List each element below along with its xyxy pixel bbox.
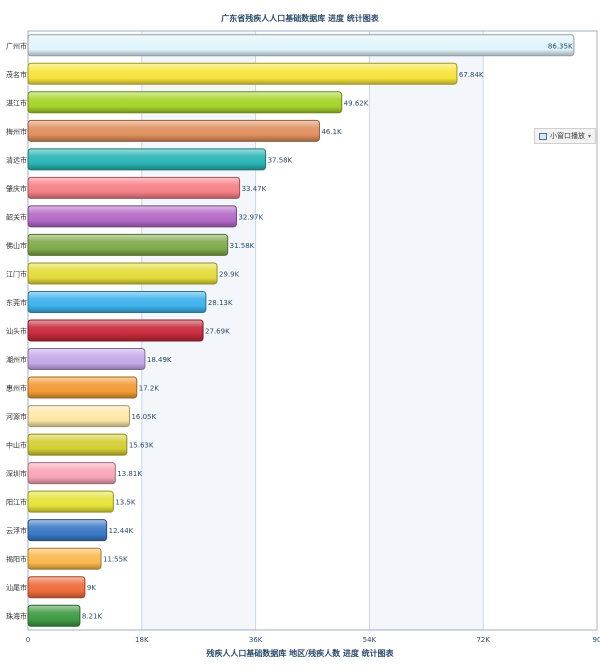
value-label: 46.1K	[321, 128, 342, 136]
category-label: 东莞市	[6, 298, 27, 307]
value-label: 9K	[87, 584, 96, 592]
category-label: 揭阳市	[6, 555, 27, 564]
bar	[27, 262, 218, 285]
category-label: 茂名市	[6, 70, 27, 79]
category-label: 汕尾市	[6, 583, 27, 592]
bar	[27, 34, 575, 57]
category-label: 云浮市	[6, 526, 27, 535]
window-icon	[538, 132, 547, 140]
bar	[27, 119, 320, 142]
value-label: 37.58K	[268, 156, 293, 164]
category-label: 韶关市	[6, 212, 27, 221]
value-label: 17.2K	[139, 385, 160, 393]
value-label: 31.58K	[230, 242, 255, 250]
bar	[27, 462, 116, 485]
category-label: 阳江市	[6, 498, 27, 507]
category-label: 佛山市	[6, 241, 27, 250]
value-label: 11.55K	[103, 556, 128, 564]
small-window-play-button[interactable]: 小窗口播放 ▾	[533, 128, 596, 144]
value-label: 18.49K	[147, 356, 172, 364]
bar	[27, 290, 207, 313]
value-label: 86.35K	[548, 42, 573, 50]
category-label: 肇庆市	[6, 184, 27, 193]
category-label: 江门市	[6, 269, 27, 278]
value-label: 15.63K	[129, 442, 154, 450]
bar	[27, 376, 138, 399]
chart-title: 广东省残疾人人口基础数据库 进度 统计图表	[221, 14, 379, 23]
value-label: 16.05K	[131, 413, 156, 421]
grid-band	[369, 31, 484, 630]
category-label: 河源市	[6, 412, 27, 421]
bar	[27, 176, 241, 199]
bar	[27, 319, 204, 342]
x-tick-label: 0	[26, 636, 30, 644]
bar	[27, 148, 267, 171]
category-label: 汕头市	[6, 327, 27, 336]
chevron-down-icon: ▾	[587, 132, 591, 140]
x-axis-label: 残疾人人口基础数据库 地区/残疾人数 进度 统计图表	[206, 649, 394, 658]
category-label: 清远市	[6, 155, 27, 164]
value-label: 27.69K	[205, 328, 230, 336]
bar	[27, 205, 237, 228]
small-window-play-label: 小窗口播放	[549, 132, 585, 140]
category-label: 珠海市	[6, 612, 27, 621]
category-label: 湛江市	[6, 98, 27, 107]
bar	[27, 91, 343, 114]
bar	[27, 433, 128, 456]
x-tick-label: 36K	[249, 636, 263, 644]
value-label: 29.9K	[219, 270, 240, 278]
x-tick-label: 18K	[135, 636, 149, 644]
category-label: 梅州市	[6, 127, 27, 136]
category-label: 中山市	[6, 441, 27, 450]
bar	[27, 547, 102, 570]
value-label: 28.13K	[208, 299, 233, 307]
x-tick-label: 90	[593, 636, 600, 644]
category-label: 广州市	[6, 41, 27, 50]
value-label: 12.44K	[109, 527, 134, 535]
value-label: 33.47K	[242, 185, 267, 193]
bar	[27, 405, 130, 428]
bar	[27, 348, 146, 371]
value-label: 13.81K	[117, 470, 142, 478]
value-label: 13.5K	[115, 499, 136, 507]
bar	[27, 233, 229, 256]
value-label: 8.21K	[82, 613, 103, 621]
bar	[27, 490, 114, 513]
x-tick-label: 54K	[363, 636, 377, 644]
value-label: 32.97K	[238, 213, 263, 221]
bar	[27, 62, 458, 85]
bar	[27, 604, 81, 627]
category-label: 潮州市	[6, 355, 27, 364]
bar	[27, 576, 86, 599]
x-tick-label: 72K	[476, 636, 490, 644]
value-label: 49.62K	[344, 99, 369, 107]
category-label: 惠州市	[6, 384, 27, 393]
category-label: 深圳市	[6, 469, 27, 478]
value-label: 67.84K	[459, 71, 484, 79]
bar	[27, 519, 108, 542]
